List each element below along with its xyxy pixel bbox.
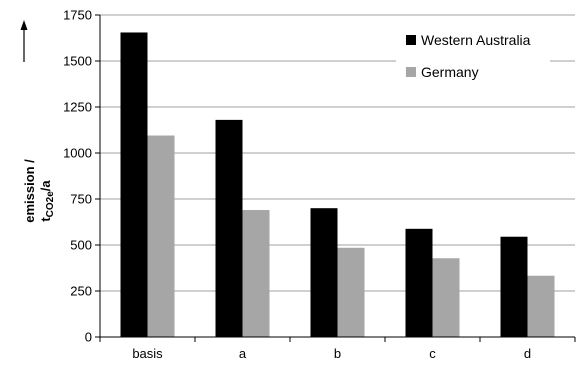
x-tick-label-basis: basis: [132, 346, 163, 361]
bar-germany-c: [432, 258, 460, 337]
legend-background: [396, 16, 550, 90]
bar-western-australia-b: [310, 208, 338, 337]
bars: [120, 32, 555, 337]
bar-germany-d: [527, 275, 555, 337]
y-tick-label-1000: 1000: [63, 146, 92, 161]
y-tick-label-250: 250: [70, 284, 92, 299]
y-tick-label-500: 500: [70, 238, 92, 253]
y-tick-label-0: 0: [85, 330, 92, 345]
bar-germany-b: [337, 247, 365, 337]
axes: [99, 15, 576, 342]
y-tick-label-1750: 1750: [63, 8, 92, 23]
bar-germany-a: [242, 210, 270, 337]
bar-western-australia-basis: [120, 32, 148, 337]
y-tick-label-1250: 1250: [63, 100, 92, 115]
legend-label-germany: Germany: [421, 64, 479, 80]
bar-germany-basis: [147, 135, 175, 337]
bar-western-australia-a: [215, 119, 243, 337]
y-tick-label-1500: 1500: [63, 54, 92, 69]
y-axis-arrow: [20, 20, 28, 62]
bar-western-australia-d: [500, 236, 528, 337]
legend: Western Australia Germany: [396, 16, 550, 90]
legend-label-western-australia: Western Australia: [421, 32, 531, 48]
x-tick-label-b: b: [334, 346, 341, 361]
y-axis-label: emission / tCO2e/a: [22, 159, 56, 223]
x-tick-labels: basis a b c d: [132, 346, 531, 361]
y-tick-label-750: 750: [70, 192, 92, 207]
y-axis-label-line1: emission /: [22, 159, 37, 223]
x-tick-label-d: d: [524, 346, 531, 361]
y-axis-label-unit-sub: CO2e: [45, 191, 56, 218]
y-tick-labels: 0 250 500 750 1000 1250 1500 1750: [63, 8, 100, 345]
bar-western-australia-c: [405, 228, 433, 337]
gridlines: [100, 14, 575, 292]
x-tick-label-a: a: [239, 346, 247, 361]
x-tick-label-c: c: [429, 346, 436, 361]
y-axis-label-unit-tail: /a: [38, 180, 53, 192]
legend-swatch-germany: [406, 67, 416, 77]
y-axis-label-line2: tCO2e/a: [38, 180, 56, 222]
y-axis-label-unit: t: [38, 217, 53, 222]
legend-swatch-western-australia: [406, 35, 416, 45]
